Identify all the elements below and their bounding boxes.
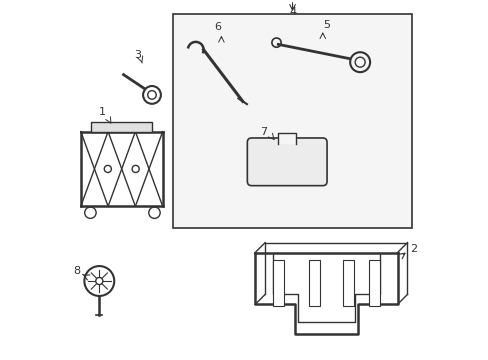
Text: 6: 6 <box>214 22 221 32</box>
Text: 8: 8 <box>73 266 80 276</box>
Text: 3: 3 <box>134 50 141 60</box>
Bar <box>91 122 152 131</box>
Bar <box>368 260 379 306</box>
Circle shape <box>96 278 102 284</box>
Bar <box>343 260 353 306</box>
Circle shape <box>132 165 139 172</box>
Text: 1: 1 <box>99 107 105 117</box>
Text: 7: 7 <box>260 127 267 136</box>
Text: 5: 5 <box>322 20 329 30</box>
Circle shape <box>104 165 111 172</box>
Bar <box>308 260 319 306</box>
Text: 2: 2 <box>409 244 416 254</box>
Bar <box>278 130 296 144</box>
Text: 4: 4 <box>288 7 296 17</box>
FancyBboxPatch shape <box>247 138 326 186</box>
Bar <box>173 14 411 228</box>
Bar <box>272 260 283 306</box>
